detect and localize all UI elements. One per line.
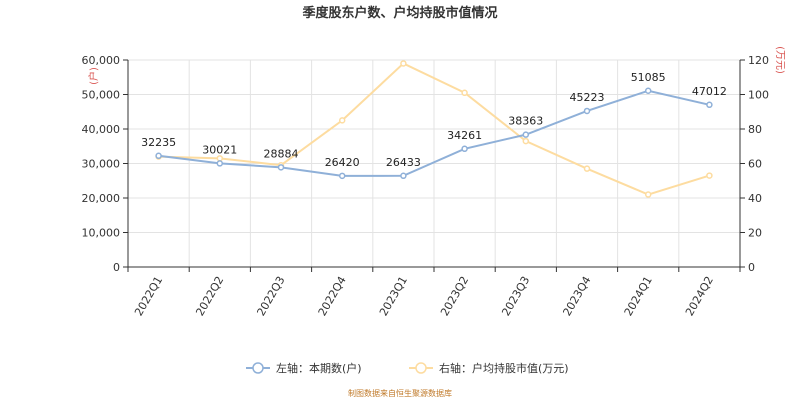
chart-title: 季度股东户数、户均持股市值情况: [301, 5, 497, 21]
legend-label: 右轴：户均持股市值(万元): [439, 361, 569, 375]
y-right-tick-label: 0: [748, 261, 755, 274]
data-point: [522, 131, 530, 138]
y-right-tick-label: 120: [748, 54, 769, 67]
y-left-tick-label: 40,000: [82, 123, 121, 136]
legend-label: 左轴：本期数(户): [276, 361, 362, 375]
data-label: 51085: [631, 71, 666, 84]
data-point: [706, 101, 713, 109]
y-left-unit: (户): [87, 67, 100, 85]
data-point: [400, 60, 407, 67]
y-left-tick-label: 50,000: [82, 89, 121, 102]
data-point: [583, 107, 591, 115]
y-right-tick-label: 40: [748, 192, 762, 205]
data-point: [400, 172, 407, 180]
grid-lines: [128, 59, 740, 268]
x-tick-label: 2022Q3: [255, 274, 288, 318]
data-label: 45223: [570, 91, 605, 104]
data-label: 32235: [141, 136, 176, 149]
data-point: [461, 89, 468, 97]
data-point: [522, 137, 530, 145]
y-left-tick-label: 10,000: [82, 227, 121, 240]
y-right-tick-label: 80: [748, 123, 762, 136]
x-tick-label: 2023Q3: [499, 274, 532, 318]
data-point: [583, 165, 591, 172]
y-left-tick-label: 0: [113, 261, 120, 274]
data-point: [216, 160, 224, 167]
data-label: 47012: [692, 85, 727, 98]
data-point: [216, 155, 224, 162]
x-tick-label: 2023Q4: [561, 274, 594, 318]
data-label: 28884: [264, 147, 299, 160]
data-point: [644, 87, 652, 95]
data-labels: 32235 30021 28884 26420 26433 34261 38363 45223…: [141, 71, 727, 169]
legend-item[interactable]: 右轴：户均持股市值(万元): [409, 361, 569, 375]
data-label: 30021: [202, 143, 237, 156]
x-tick-label: 2024Q1: [622, 274, 655, 318]
x-tick-label: 2022Q4: [316, 274, 349, 318]
x-tick-label: 2023Q2: [438, 274, 471, 318]
data-point: [277, 164, 285, 171]
y-left-tick-label: 20,000: [82, 192, 121, 205]
x-tick-label: 2022Q2: [193, 274, 226, 318]
legend[interactable]: 左轴：本期数(户) 右轴：户均持股市值(万元): [246, 361, 569, 375]
x-tick-label: 2022Q1: [132, 274, 165, 318]
legend-item[interactable]: 左轴：本期数(户): [246, 361, 362, 375]
y-right-tick-label: 60: [748, 158, 762, 171]
x-tick-label: 2023Q1: [377, 274, 410, 318]
series-line-households: [158, 89, 710, 177]
data-point: [155, 152, 162, 160]
source-note: 制图数据来自恒生聚源数据库: [348, 388, 452, 398]
data-point: [706, 172, 713, 179]
y-right-unit: (万元): [774, 46, 785, 74]
data-label: 38363: [508, 115, 543, 128]
data-point: [644, 191, 652, 198]
data-label: 26420: [325, 156, 360, 169]
data-point: [338, 117, 346, 124]
series-layer: [155, 60, 713, 198]
legend-marker: [415, 362, 427, 374]
axes: 0 0 10,000 20 20,000 40 30,000 60 40,000 80 50,000…: [82, 46, 786, 318]
data-point: [461, 145, 468, 153]
x-tick-label: 2024Q2: [683, 274, 716, 318]
data-label: 26433: [386, 156, 421, 169]
y-right-tick-label: 100: [748, 89, 769, 102]
y-left-tick-label: 30,000: [82, 158, 121, 171]
data-label: 34261: [447, 129, 482, 142]
y-right-tick-label: 20: [748, 227, 762, 240]
series-line-avg-market-value: [158, 62, 710, 196]
legend-marker: [252, 362, 264, 374]
data-point: [338, 172, 346, 180]
y-left-tick-label: 60,000: [82, 54, 121, 67]
